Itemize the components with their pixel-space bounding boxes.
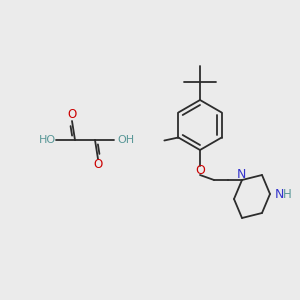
Text: O: O xyxy=(68,109,76,122)
Text: N: N xyxy=(274,188,284,200)
Text: H: H xyxy=(283,188,291,202)
Text: HO: HO xyxy=(38,135,56,145)
Text: N: N xyxy=(236,167,246,181)
Text: O: O xyxy=(93,158,103,172)
Text: OH: OH xyxy=(117,135,134,145)
Text: O: O xyxy=(195,164,205,178)
